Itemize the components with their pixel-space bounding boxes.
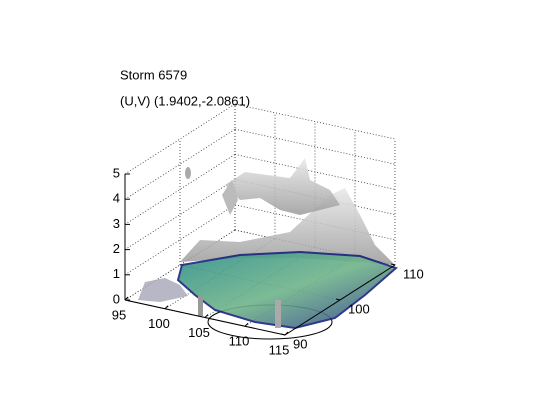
z-tick-label: 4 [113,191,120,206]
z-tick-label: 0 [113,291,120,306]
x-tick [284,331,289,336]
y-tick-label: 90 [293,336,307,351]
grid-line [124,128,236,200]
cloud-surface [222,180,238,215]
y-tick-label: 100 [348,301,370,316]
z-tick-label: 2 [113,241,120,256]
x-tick [204,314,209,318]
x-tick [164,305,169,310]
grid-line [234,103,396,140]
storm-isosurface [138,158,398,340]
x-tick [244,322,249,327]
chart-title: Storm 6579 [120,67,187,82]
grid-line [234,128,396,165]
x-tick-label: 95 [112,307,126,322]
cloud-surface [198,296,203,316]
x-tick-label: 115 [269,342,290,357]
cloud-surface [225,158,340,215]
grid-line [124,154,236,225]
precip-slice [176,250,398,330]
y-tick-label: 110 [403,266,424,281]
cloud-surface [180,188,395,265]
cloud-surface [185,167,191,179]
x-tick-label: 105 [188,325,210,340]
z-tick-label: 3 [113,216,120,231]
chart-subtitle: (U,V) (1.9402,-2.0861) [120,93,250,108]
grid-line [124,204,236,276]
cloud-surface [275,300,281,328]
grid-line [124,179,236,250]
y-tick [335,298,341,301]
y-tick [390,263,396,266]
y-tick [280,333,286,336]
x-tick-label: 100 [148,316,170,331]
x-tick [124,296,129,301]
grid-line [234,154,396,190]
grid-line [124,103,236,175]
z-tick-label: 5 [113,165,120,180]
cloud-surface [138,278,188,302]
x-tick-label: 110 [229,334,250,349]
z-tick-label: 1 [113,266,120,281]
